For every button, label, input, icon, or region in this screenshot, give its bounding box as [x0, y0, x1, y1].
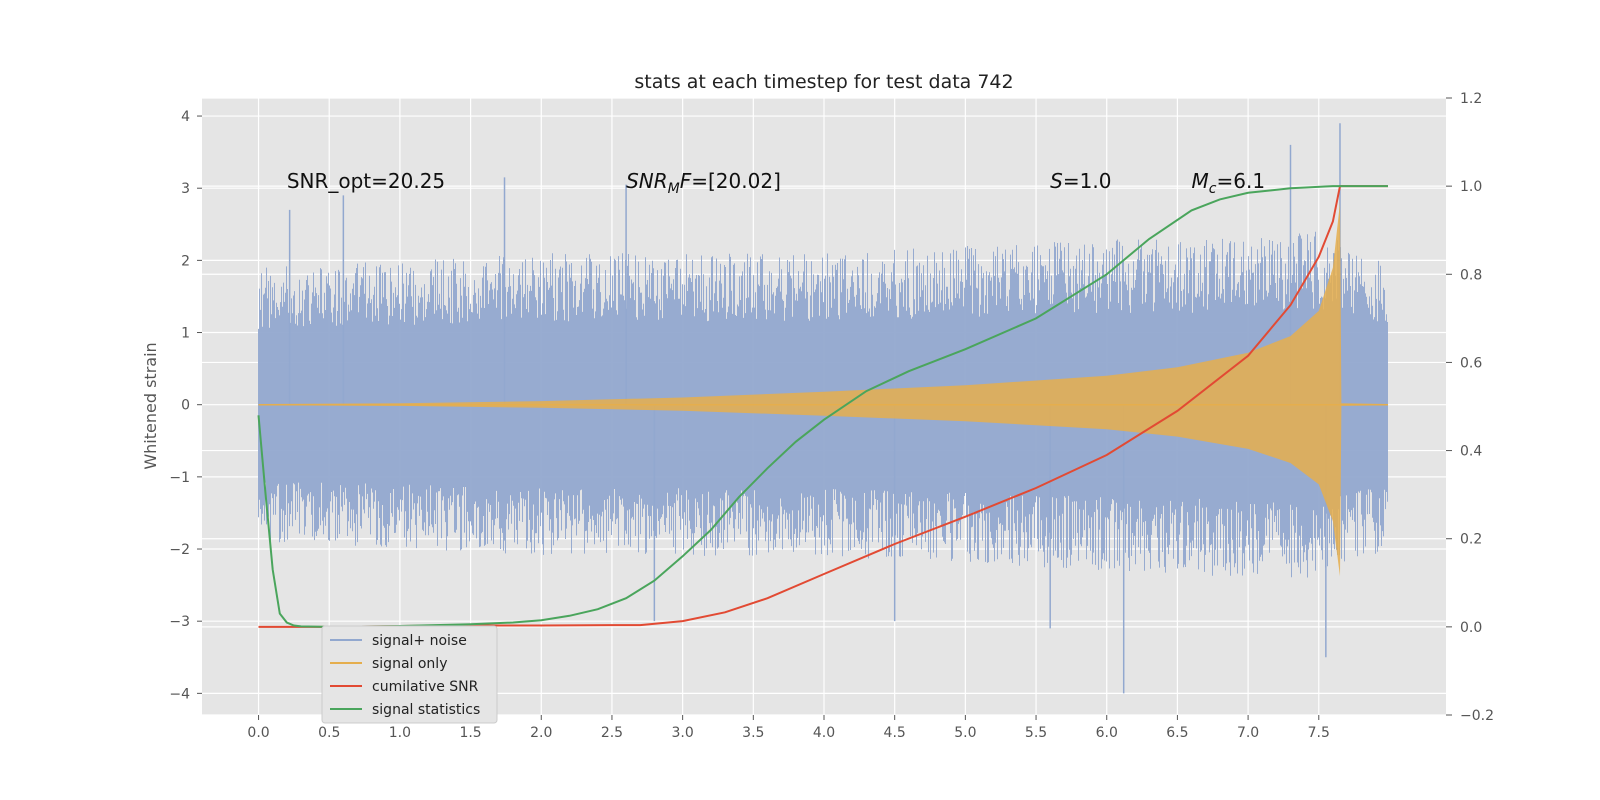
x-tick-label: 6.0 [1096, 725, 1118, 741]
y-axis-label: Whitened strain [141, 342, 160, 469]
axis-ticks: 0.0 0.5 1.0 1.5 2.0 2.5 3.0 3.5 4.0 4.5 5.0 5.5 6.0 6… [169, 91, 1494, 741]
signal-statistics-line [257, 185, 1388, 628]
x-tick-label: 2.0 [530, 725, 552, 741]
annotation-0: SNR_opt=20.25 [287, 169, 445, 193]
x-tick-label: 4.5 [884, 725, 906, 741]
x-tick-label: 4.0 [813, 725, 835, 741]
legend-label: signal only [372, 656, 447, 672]
x-tick-label: 3.5 [742, 725, 764, 741]
y-tick-label: −2 [169, 542, 190, 558]
y-tick-label: 0 [181, 398, 190, 414]
y-tick-label: 4 [181, 109, 190, 125]
y2-tick-label: 1.2 [1460, 91, 1482, 107]
y-tick-label: −4 [169, 686, 190, 702]
y2-tick-label: 0.4 [1460, 444, 1482, 460]
series-signal-only [258, 202, 1389, 577]
y-tick-label: 2 [181, 253, 190, 269]
annotation-1: SNRMF=[20.02] [626, 169, 781, 197]
y2-tick-label: 1.0 [1460, 179, 1482, 195]
legend-box [321, 625, 498, 724]
x-tick-label: 5.0 [954, 725, 976, 741]
annotation-3: Mc=6.1 [1192, 169, 1266, 197]
series-lines [257, 185, 1388, 628]
y2-tick-label: 0.6 [1460, 355, 1482, 371]
x-tick-label: 2.5 [601, 725, 623, 741]
legend: signal+ noise signal only cumilative SNR si… [321, 625, 498, 724]
legend-label: signal statistics [372, 702, 480, 718]
cumulative-snr-line [258, 185, 1388, 628]
x-tick-label: 1.0 [389, 725, 411, 741]
y-tick-label: 3 [181, 181, 190, 197]
signal-band [258, 202, 1388, 577]
y2-tick-label: 0.2 [1460, 532, 1482, 548]
legend-label: cumilative SNR [372, 679, 479, 695]
y2-tick-label: 0.0 [1460, 620, 1482, 636]
x-tick-label: 7.5 [1308, 725, 1330, 741]
x-tick-label: 3.0 [672, 725, 694, 741]
x-tick-label: 0.0 [247, 725, 269, 741]
x-tick-label: 7.0 [1237, 725, 1259, 741]
annotations: SNR_opt=20.25 SNRMF=[20.02] S=1.0 Mc=6.1 [287, 169, 1265, 197]
y-tick-label: 1 [181, 326, 190, 342]
legend-label: signal+ noise [372, 633, 467, 649]
x-tick-label: 6.5 [1166, 725, 1188, 741]
y-tick-label: −1 [169, 470, 190, 486]
x-tick-label: 5.5 [1025, 725, 1047, 741]
chart-title: stats at each timestep for test data 742 [634, 71, 1013, 93]
y2-tick-label: 0.8 [1460, 267, 1482, 283]
y2-tick-label: −0.2 [1460, 708, 1494, 724]
x-tick-label: 1.5 [459, 725, 481, 741]
y-tick-label: −3 [169, 614, 190, 630]
x-tick-label: 0.5 [318, 725, 340, 741]
annotation-2: S=1.0 [1050, 169, 1111, 193]
